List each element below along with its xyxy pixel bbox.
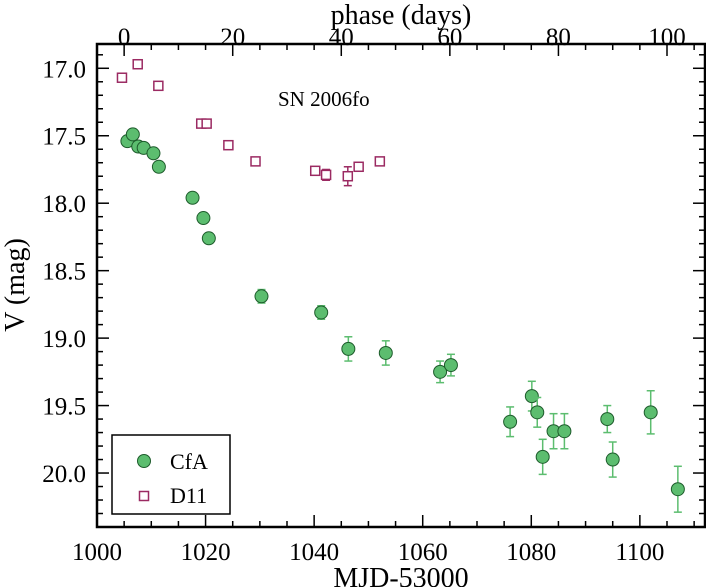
y-tick-label: 17.0 (42, 56, 86, 83)
data-point-d11 (132, 58, 143, 70)
plot-frame (95, 42, 706, 529)
data-point-cfa (151, 159, 166, 174)
data-point-d11 (309, 165, 321, 177)
x-tick-label: 1040 (289, 539, 339, 566)
legend-label-d11: D11 (170, 483, 207, 508)
data-point-cfa (146, 146, 161, 161)
y-tick-label: 19.5 (42, 394, 86, 421)
data-point-cfa (557, 424, 572, 439)
data-point-cfa (443, 358, 458, 373)
y-tick-label: 19.0 (42, 326, 86, 353)
x-tick-label: 1060 (398, 539, 448, 566)
x2-tick-label: 60 (437, 24, 462, 51)
x-tick-label: 1100 (615, 539, 664, 566)
y-axis-title: V (mag) (0, 238, 31, 332)
legend-marker-cfa (137, 454, 151, 468)
legend: CfA D11 (111, 434, 231, 515)
data-point-d11 (353, 161, 364, 173)
data-point-d11 (250, 156, 261, 167)
data-point-cfa (196, 211, 211, 226)
data-point-d11 (153, 80, 164, 92)
data-point-cfa (643, 405, 658, 420)
x2-tick-label: 0 (118, 24, 131, 51)
x-tick-label: 1080 (506, 539, 556, 566)
data-point-d11 (223, 139, 234, 151)
legend-box (111, 434, 231, 515)
chart-annotation: SN 2006fo (278, 87, 370, 111)
data-point-cfa (503, 414, 518, 429)
axis-ticks (96, 44, 705, 527)
tick-labels: 1000 1020 1040 1060 1080 1100 0 20 40 60 80 100 17.0… (42, 24, 686, 566)
x2-axis-title: phase (days) (331, 0, 472, 31)
legend-label-cfa: CfA (170, 449, 208, 474)
x-axis-title: MJD-53000 (333, 563, 468, 587)
data-point-cfa (605, 452, 620, 467)
legend-marker-d11 (138, 490, 150, 502)
data-point-cfa (125, 127, 140, 142)
data-point-d11 (116, 72, 128, 83)
data-point-d11 (342, 170, 354, 182)
x2-tick-label: 100 (648, 24, 686, 51)
data-point-cfa (600, 412, 615, 427)
x-tick-label: 1020 (181, 539, 231, 566)
data-point-cfa (254, 289, 269, 304)
y-tick-label: 18.0 (42, 191, 86, 218)
x2-tick-label: 20 (220, 24, 245, 51)
x2-tick-label: 40 (329, 24, 354, 51)
data-point-cfa (524, 389, 539, 404)
y-tick-label: 18.5 (42, 259, 86, 286)
data-point-cfa (433, 364, 448, 379)
data-point-cfa (378, 345, 393, 360)
data-point-d11 (320, 169, 332, 181)
x-tick-label: 1000 (72, 539, 122, 566)
data-point-cfa (314, 305, 329, 320)
y-tick-label: 17.5 (42, 124, 86, 151)
data-marks (116, 58, 685, 513)
data-point-cfa (535, 449, 550, 464)
x2-tick-label: 80 (546, 24, 571, 51)
data-point-cfa (201, 231, 216, 246)
y-tick-label: 20.0 (42, 461, 86, 488)
data-point-cfa (185, 190, 200, 205)
data-point-cfa (530, 405, 545, 420)
data-point-d11 (374, 156, 386, 167)
data-point-cfa (670, 482, 685, 497)
data-point-cfa (341, 341, 356, 356)
data-point-d11 (201, 118, 212, 129)
